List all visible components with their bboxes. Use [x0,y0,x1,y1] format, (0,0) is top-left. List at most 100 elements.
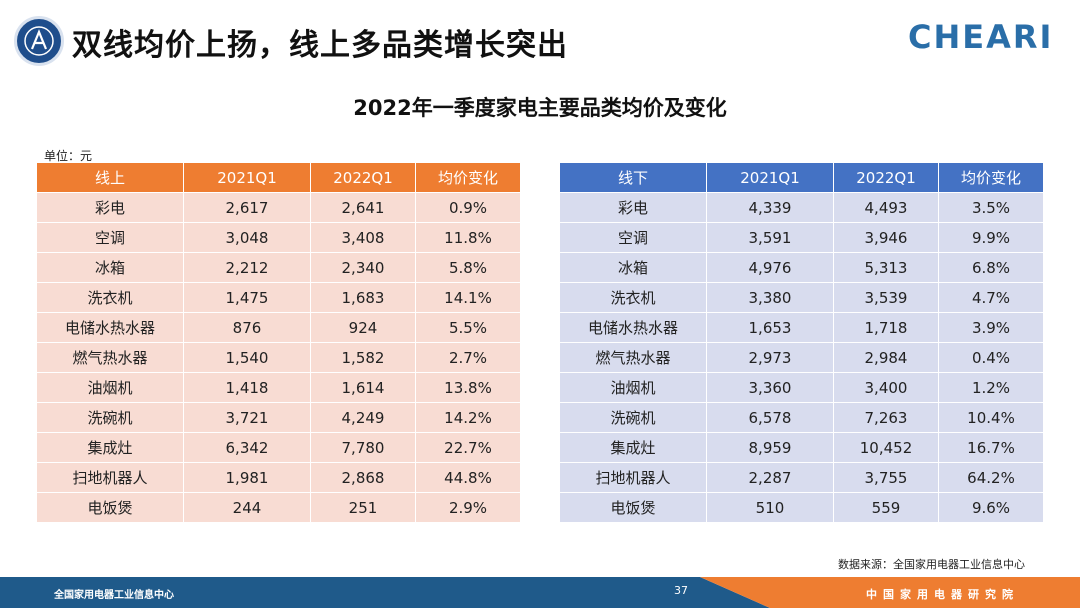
table-row: 彩电 2,617 2,641 0.9% [37,193,520,222]
change-cell: 64.2% [939,463,1043,492]
footer-left-band [0,577,770,608]
value-2022q1-cell: 2,641 [311,193,415,222]
value-2022q1-cell: 7,780 [311,433,415,462]
category-cell: 扫地机器人 [37,463,183,492]
value-2022q1-cell: 1,718 [834,313,938,342]
col-header-change: 均价变化 [416,163,520,192]
category-cell: 电储水热水器 [37,313,183,342]
change-cell: 9.9% [939,223,1043,252]
col-header-2022q1: 2022Q1 [834,163,938,192]
table-row: 彩电 4,339 4,493 3.5% [560,193,1043,222]
page-title: 双线均价上扬，线上多品类增长突出 [72,28,568,63]
footer-bar: 全国家用电器工业信息中心 37 中国家用电器研究院 [0,577,1080,608]
table-row: 集成灶 8,959 10,452 16.7% [560,433,1043,462]
change-cell: 14.1% [416,283,520,312]
value-2022q1-cell: 2,340 [311,253,415,282]
value-2021q1-cell: 3,360 [707,373,833,402]
value-2021q1-cell: 6,578 [707,403,833,432]
value-2021q1-cell: 4,339 [707,193,833,222]
change-cell: 9.6% [939,493,1043,522]
value-2022q1-cell: 4,249 [311,403,415,432]
category-cell: 扫地机器人 [560,463,706,492]
table-row: 电储水热水器 1,653 1,718 3.9% [560,313,1043,342]
value-2022q1-cell: 1,614 [311,373,415,402]
seal-a-icon [24,26,54,56]
table-row: 冰箱 2,212 2,340 5.8% [37,253,520,282]
change-cell: 6.8% [939,253,1043,282]
table-row: 电饭煲 244 251 2.9% [37,493,520,522]
value-2021q1-cell: 1,981 [184,463,310,492]
footer-org-name: 全国家用电器工业信息中心 [54,590,174,601]
value-2021q1-cell: 244 [184,493,310,522]
value-2021q1-cell: 2,212 [184,253,310,282]
org-seal-logo [14,16,64,66]
value-2021q1-cell: 2,287 [707,463,833,492]
category-cell: 彩电 [37,193,183,222]
change-cell: 3.9% [939,313,1043,342]
value-2021q1-cell: 2,973 [707,343,833,372]
value-2022q1-cell: 251 [311,493,415,522]
category-cell: 空调 [37,223,183,252]
brand-logo: CHEARI [908,18,1054,56]
category-cell: 集成灶 [37,433,183,462]
value-2022q1-cell: 2,868 [311,463,415,492]
category-cell: 油烟机 [560,373,706,402]
table-row: 燃气热水器 2,973 2,984 0.4% [560,343,1043,372]
value-2022q1-cell: 924 [311,313,415,342]
category-cell: 洗衣机 [37,283,183,312]
data-source-note: 数据来源：全国家用电器工业信息中心 [838,558,1025,571]
online-price-table: 线上 2021Q1 2022Q1 均价变化 彩电 2,617 2,641 0.9% 空调… [36,162,521,523]
value-2021q1-cell: 510 [707,493,833,522]
table-row: 油烟机 3,360 3,400 1.2% [560,373,1043,402]
value-2021q1-cell: 3,591 [707,223,833,252]
table-row: 洗碗机 3,721 4,249 14.2% [37,403,520,432]
offline-price-table: 线下 2021Q1 2022Q1 均价变化 彩电 4,339 4,493 3.5% 空调… [559,162,1044,523]
table-row: 洗衣机 3,380 3,539 4.7% [560,283,1043,312]
value-2022q1-cell: 3,408 [311,223,415,252]
change-cell: 22.7% [416,433,520,462]
table-title: 2022年一季度家电主要品类均价及变化 [353,96,727,120]
table-header-row: 线上 2021Q1 2022Q1 均价变化 [37,163,520,192]
category-cell: 冰箱 [560,253,706,282]
change-cell: 11.8% [416,223,520,252]
value-2021q1-cell: 6,342 [184,433,310,462]
change-cell: 2.7% [416,343,520,372]
page-number: 37 [674,584,688,597]
table-row: 电饭煲 510 559 9.6% [560,493,1043,522]
col-header-channel: 线上 [37,163,183,192]
table-header-row: 线下 2021Q1 2022Q1 均价变化 [560,163,1043,192]
value-2022q1-cell: 1,683 [311,283,415,312]
table-row: 洗衣机 1,475 1,683 14.1% [37,283,520,312]
unit-label: 单位：元 [44,149,93,163]
change-cell: 13.8% [416,373,520,402]
value-2022q1-cell: 2,984 [834,343,938,372]
table-row: 空调 3,048 3,408 11.8% [37,223,520,252]
col-header-channel: 线下 [560,163,706,192]
table-row: 空调 3,591 3,946 9.9% [560,223,1043,252]
category-cell: 空调 [560,223,706,252]
table-row: 燃气热水器 1,540 1,582 2.7% [37,343,520,372]
table-row: 扫地机器人 1,981 2,868 44.8% [37,463,520,492]
change-cell: 4.7% [939,283,1043,312]
change-cell: 5.8% [416,253,520,282]
value-2022q1-cell: 4,493 [834,193,938,222]
category-cell: 燃气热水器 [560,343,706,372]
table-row: 电储水热水器 876 924 5.5% [37,313,520,342]
value-2021q1-cell: 1,475 [184,283,310,312]
value-2021q1-cell: 3,048 [184,223,310,252]
change-cell: 14.2% [416,403,520,432]
change-cell: 44.8% [416,463,520,492]
category-cell: 集成灶 [560,433,706,462]
change-cell: 5.5% [416,313,520,342]
change-cell: 0.9% [416,193,520,222]
table-row: 洗碗机 6,578 7,263 10.4% [560,403,1043,432]
category-cell: 油烟机 [37,373,183,402]
table-row: 油烟机 1,418 1,614 13.8% [37,373,520,402]
value-2021q1-cell: 8,959 [707,433,833,462]
footer-right-band [700,577,1080,608]
value-2022q1-cell: 559 [834,493,938,522]
change-cell: 10.4% [939,403,1043,432]
value-2021q1-cell: 876 [184,313,310,342]
change-cell: 0.4% [939,343,1043,372]
category-cell: 电饭煲 [560,493,706,522]
